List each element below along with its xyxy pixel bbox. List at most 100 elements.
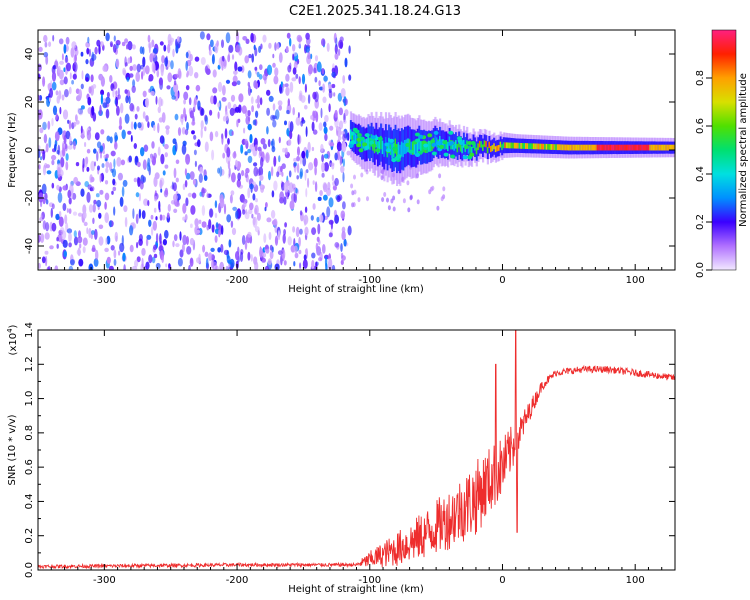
noise-speckle bbox=[331, 83, 336, 89]
noise-speckle bbox=[247, 251, 251, 261]
spectrogram-ytick-label: -40 bbox=[24, 238, 35, 254]
noise-speckle bbox=[351, 190, 355, 196]
signal-core bbox=[381, 140, 384, 155]
spectrogram-ylabel: Frequency (Hz) bbox=[7, 112, 18, 188]
noise-speckle bbox=[436, 205, 440, 211]
colorbar-tick-label: 0.2 bbox=[695, 214, 706, 230]
noise-speckle bbox=[296, 162, 300, 174]
noise-speckle bbox=[164, 143, 169, 150]
noise-speckle bbox=[293, 157, 298, 162]
signal-core bbox=[564, 144, 568, 151]
noise-speckle bbox=[235, 251, 240, 261]
noise-speckle bbox=[298, 76, 301, 85]
noise-speckle bbox=[181, 127, 186, 135]
noise-speckle bbox=[211, 224, 215, 233]
spectrogram-ytick-label: 20 bbox=[24, 96, 35, 109]
colorbar-tick-label: 0.4 bbox=[695, 166, 706, 182]
snr-multiplier: (x104) bbox=[6, 324, 19, 355]
noise-speckle bbox=[267, 139, 271, 148]
noise-speckle bbox=[51, 159, 55, 166]
noise-speckle bbox=[244, 55, 249, 64]
signal-core bbox=[663, 144, 666, 151]
noise-speckle bbox=[245, 38, 250, 44]
noise-speckle bbox=[156, 69, 160, 78]
noise-speckle bbox=[44, 192, 48, 201]
noise-speckle bbox=[112, 43, 117, 53]
noise-speckle bbox=[47, 120, 51, 130]
noise-speckle bbox=[334, 152, 338, 161]
noise-speckle bbox=[182, 183, 186, 191]
noise-speckle bbox=[232, 75, 238, 84]
noise-speckle bbox=[105, 237, 108, 246]
noise-speckle bbox=[165, 128, 170, 136]
noise-speckle bbox=[92, 217, 95, 224]
noise-speckle bbox=[68, 86, 72, 95]
noise-speckle bbox=[287, 139, 292, 146]
noise-speckle bbox=[273, 75, 279, 85]
noise-speckle bbox=[339, 41, 343, 49]
noise-speckle bbox=[52, 34, 55, 42]
noise-speckle bbox=[44, 41, 48, 48]
noise-speckle bbox=[91, 186, 95, 192]
signal-core bbox=[443, 140, 446, 150]
noise-speckle bbox=[138, 192, 141, 202]
signal-core bbox=[553, 144, 556, 150]
noise-speckle bbox=[314, 165, 317, 176]
noise-speckle bbox=[236, 179, 241, 188]
signal-core bbox=[505, 142, 509, 149]
noise-speckle bbox=[110, 43, 113, 48]
signal-core bbox=[545, 143, 548, 150]
noise-speckle bbox=[241, 65, 245, 73]
signal-core bbox=[469, 145, 472, 153]
noise-speckle bbox=[324, 114, 329, 123]
noise-speckle bbox=[129, 102, 134, 112]
noise-speckle bbox=[242, 198, 248, 205]
noise-speckle bbox=[65, 153, 69, 161]
noise-speckle bbox=[323, 162, 329, 172]
noise-speckle bbox=[57, 166, 61, 178]
signal-blob bbox=[359, 136, 365, 141]
noise-speckle bbox=[109, 136, 113, 144]
noise-speckle bbox=[322, 83, 326, 93]
signal-blob bbox=[430, 139, 436, 144]
noise-speckle bbox=[276, 171, 280, 178]
noise-speckle bbox=[158, 200, 161, 211]
noise-speckle bbox=[296, 34, 302, 43]
noise-speckle bbox=[173, 208, 178, 213]
noise-speckle bbox=[308, 64, 313, 75]
signal-core bbox=[482, 144, 485, 151]
noise-speckle bbox=[200, 127, 203, 139]
signal-blob bbox=[358, 148, 364, 153]
snr-xtick-label: 0 bbox=[499, 575, 505, 586]
noise-speckle bbox=[191, 130, 195, 135]
signal-core bbox=[628, 144, 631, 151]
signal-core bbox=[569, 144, 572, 151]
noise-speckle bbox=[151, 256, 156, 264]
noise-speckle bbox=[342, 133, 347, 142]
noise-speckle bbox=[304, 83, 307, 93]
noise-speckle bbox=[144, 65, 150, 75]
noise-speckle bbox=[307, 94, 311, 104]
noise-speckle bbox=[317, 196, 322, 201]
noise-speckle bbox=[217, 102, 221, 108]
signal-core bbox=[587, 144, 590, 151]
noise-speckle bbox=[174, 73, 179, 79]
noise-speckle bbox=[407, 207, 411, 213]
snr-frame bbox=[37, 329, 676, 571]
noise-speckle bbox=[75, 162, 80, 167]
noise-speckle bbox=[185, 85, 190, 91]
signal-core bbox=[509, 142, 512, 149]
noise-speckle bbox=[204, 141, 209, 153]
signal-core bbox=[615, 144, 618, 151]
noise-speckle bbox=[311, 227, 317, 236]
noise-speckle bbox=[115, 58, 120, 68]
noise-speckle bbox=[165, 263, 168, 268]
noise-speckle bbox=[88, 48, 91, 57]
noise-speckle bbox=[305, 46, 310, 53]
signal-core bbox=[504, 142, 507, 149]
snr-xtick-label: -200 bbox=[226, 575, 249, 586]
noise-speckle bbox=[75, 114, 78, 122]
noise-speckle bbox=[336, 141, 342, 152]
signal-core bbox=[499, 141, 502, 148]
noise-speckle bbox=[334, 242, 340, 248]
